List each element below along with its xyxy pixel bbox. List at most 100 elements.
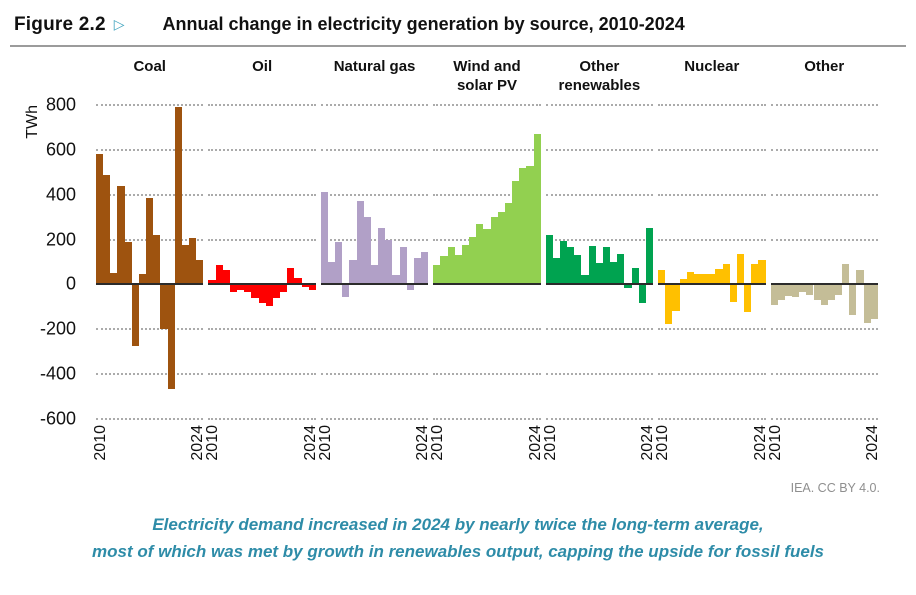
x-tick-first-natural-gas: 2010 <box>316 425 334 461</box>
plot-row <box>96 104 878 420</box>
nuclear-bar-2022 <box>744 284 752 313</box>
gridline--200 <box>320 328 429 331</box>
nuclear-bar-2023 <box>751 264 759 285</box>
y-tick-label--600: -600 <box>39 408 76 429</box>
y-tick-label-200: 200 <box>45 229 76 250</box>
gridline-400 <box>208 193 316 196</box>
oil-bar-2012 <box>222 269 230 285</box>
panel-wind-and-solar-pv <box>433 104 541 420</box>
gridline--200 <box>658 328 766 331</box>
gridline--200 <box>770 328 878 331</box>
coal-bar-2023 <box>189 238 197 285</box>
natural-gas-bar-2022 <box>406 284 414 291</box>
zero-axis-line-oil <box>208 283 316 286</box>
other-renewables-bar-2023 <box>638 284 646 304</box>
panel-oil <box>208 104 316 420</box>
chart-area: Coal Oil Natural gas Wind and solar PV Other… <box>0 53 916 475</box>
natural-gas-bar-2016 <box>363 217 371 285</box>
gridline-200 <box>208 238 316 241</box>
natural-gas-bar-2010 <box>320 192 328 285</box>
gridline-800 <box>770 104 878 106</box>
x-tick-first-oil: 2010 <box>204 425 222 461</box>
oil-bar-2011 <box>215 265 223 285</box>
gridline-400 <box>658 193 766 196</box>
natural-gas-bar-2012 <box>335 241 343 285</box>
panel-other-renewables <box>545 104 654 420</box>
y-tick-label--200: -200 <box>39 318 76 339</box>
gridline-200 <box>320 238 429 241</box>
nuclear-bar-2019 <box>722 264 730 285</box>
other-renewables-bar-2016 <box>588 246 596 285</box>
coal-bar-2014 <box>124 241 132 285</box>
panel-nuclear <box>658 104 766 420</box>
natural-gas-bar-2024 <box>421 251 429 285</box>
gridline-600 <box>208 148 316 151</box>
x-tick-last-other: 2024 <box>863 425 881 461</box>
gridline--600 <box>96 418 204 420</box>
wind-and-solar-pv-bar-2011 <box>440 256 448 285</box>
coal-bar-2022 <box>181 245 190 285</box>
gridline-600 <box>658 148 766 151</box>
other-renewables-bar-2017 <box>595 263 603 285</box>
oil-bar-2017 <box>258 284 266 304</box>
wind-and-solar-pv-bar-2020 <box>504 202 513 285</box>
natural-gas-bar-2020 <box>392 275 400 285</box>
figure-number: Figure 2.2 <box>14 14 106 35</box>
other-renewables-bar-2011 <box>552 257 560 285</box>
other-bar-2024 <box>870 284 878 320</box>
caption: Electricity demand increased in 2024 by … <box>0 511 916 565</box>
x-ticks-coal: 2010 2024 <box>92 423 206 475</box>
nuclear-bar-2014 <box>686 272 694 285</box>
wind-and-solar-pv-bar-2022 <box>519 167 527 285</box>
panel-title-other: Other <box>804 58 845 75</box>
wind-and-solar-pv-bar-2023 <box>526 165 534 285</box>
natural-gas-bar-2021 <box>399 247 407 285</box>
wind-and-solar-pv-bar-2010 <box>433 265 441 285</box>
y-tick-label-400: 400 <box>45 184 76 205</box>
gridline--400 <box>96 373 204 376</box>
gridline--400 <box>545 373 654 376</box>
other-renewables-bar-2015 <box>581 275 589 285</box>
gridline-600 <box>96 148 204 151</box>
header-divider <box>10 45 906 47</box>
oil-bar-2016 <box>251 284 259 298</box>
other-renewables-bar-2010 <box>545 235 553 285</box>
x-ticks-wind-and-solar-pv: 2010 2024 <box>429 423 543 475</box>
nuclear-bar-2021 <box>736 254 745 285</box>
figure-arrow-icon: ▷ <box>113 16 125 32</box>
panel-titles-row: Coal Oil Natural gas Wind and solar PV Other… <box>96 53 878 105</box>
gridline-800 <box>96 104 204 106</box>
coal-bar-2010 <box>96 154 104 285</box>
gridline-600 <box>320 148 429 151</box>
gridline-800 <box>545 104 654 106</box>
other-bar-2016 <box>813 284 821 301</box>
y-axis: TWh 800 600 400 200 0 -200 -400 -600 <box>0 95 88 429</box>
coal-bar-2020 <box>167 284 175 389</box>
x-ticks-other: 2010 2024 <box>767 423 881 475</box>
coal-bar-2017 <box>146 198 154 285</box>
zero-axis-line-wind-and-solar-pv <box>433 283 541 286</box>
attribution-text: IEA. CC BY 4.0. <box>790 481 880 495</box>
nuclear-bar-2020 <box>729 284 737 303</box>
y-tick-label-600: 600 <box>45 139 76 160</box>
natural-gas-bar-2018 <box>378 228 386 285</box>
gridline--400 <box>208 373 316 376</box>
coal-bar-2015 <box>131 284 139 347</box>
oil-bar-2022 <box>294 277 302 285</box>
natural-gas-bar-2017 <box>370 265 379 285</box>
nuclear-bar-2013 <box>679 278 687 285</box>
gridline--200 <box>433 328 541 331</box>
coal-bar-2012 <box>110 273 118 285</box>
coal-bar-2024 <box>196 259 204 285</box>
panel-title-other-renewables: Other renewables <box>558 58 641 94</box>
other-bar-2010 <box>770 284 778 305</box>
oil-bar-2019 <box>272 284 281 298</box>
natural-gas-bar-2015 <box>356 201 364 285</box>
zero-axis-line-nuclear <box>658 283 766 286</box>
zero-axis-line-other-renewables <box>545 283 654 286</box>
y-tick-label-0: 0 <box>65 273 76 294</box>
nuclear-bar-2018 <box>715 268 723 285</box>
coal-bar-2016 <box>138 274 147 285</box>
other-bar-2013 <box>792 284 800 297</box>
gridline-400 <box>433 193 541 196</box>
